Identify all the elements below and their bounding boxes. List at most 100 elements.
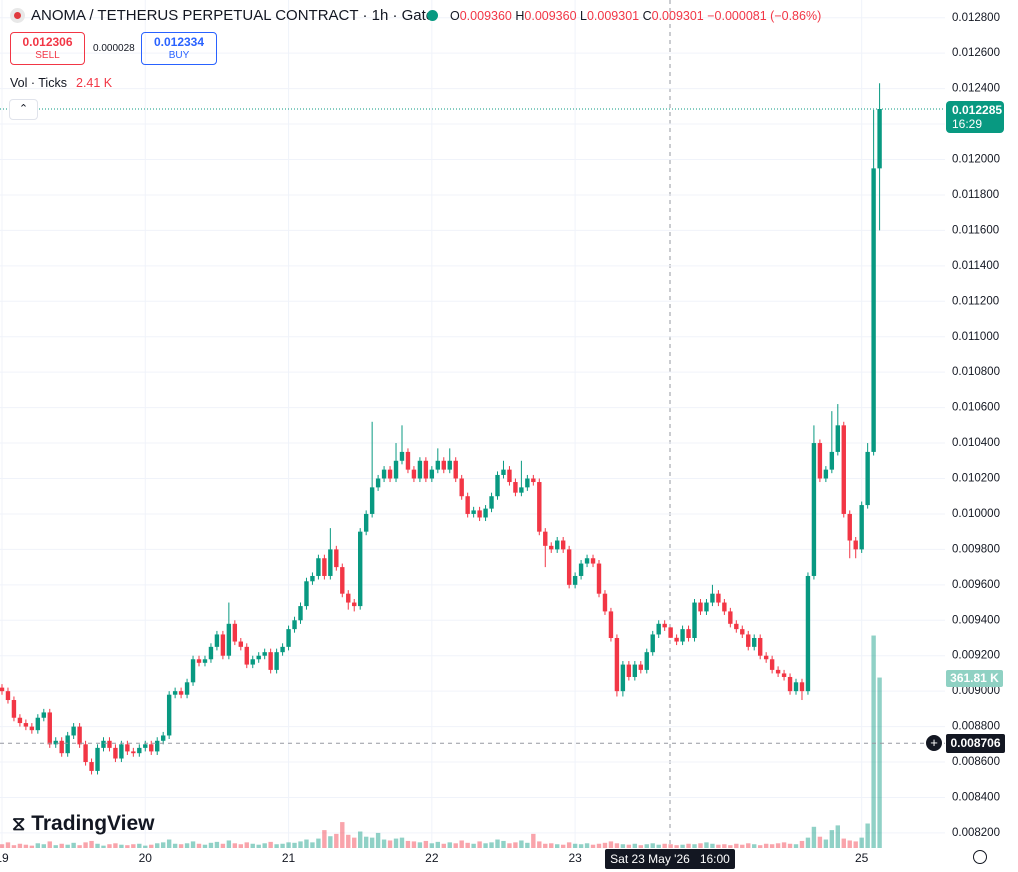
volume-bar: [787, 843, 793, 848]
volume-bar: [668, 844, 673, 848]
volume-bar: [650, 843, 655, 848]
volume-bar: [835, 825, 840, 848]
volume-bar: [23, 844, 29, 848]
candle-body: [704, 602, 709, 612]
last-price: 0.012285: [952, 102, 1003, 117]
volume-bar: [572, 843, 578, 848]
candle-body: [525, 478, 530, 488]
volume-bar: [178, 844, 184, 848]
volume-bar: [722, 844, 727, 848]
y-tick-label: 0.009600: [952, 579, 1000, 591]
volume-bar: [710, 843, 715, 848]
y-tick-label: 0.011000: [952, 331, 999, 343]
candle-body: [501, 469, 506, 475]
candle-body: [608, 611, 614, 638]
volume-bar: [775, 843, 781, 848]
volume-bar: [614, 843, 620, 848]
volume-bar: [602, 842, 608, 848]
candle-body: [763, 655, 769, 660]
volume-bar: [17, 843, 23, 848]
volume-bar: [89, 840, 94, 848]
candle-body: [334, 549, 339, 568]
candle-body: [196, 659, 202, 663]
volume-bar: [620, 844, 626, 848]
candle-body: [453, 460, 458, 479]
candle-body: [519, 487, 524, 493]
candle-body: [447, 460, 452, 470]
volume-bar: [752, 844, 757, 848]
volume-bar: [280, 843, 285, 848]
volume-bar: [698, 843, 703, 848]
volume-bar: [728, 845, 733, 848]
candle-body: [495, 474, 500, 497]
candle-body: [304, 581, 309, 607]
candle-body: [549, 545, 554, 550]
candle-body: [125, 744, 130, 752]
candle-body: [793, 682, 799, 692]
candle-body: [184, 682, 190, 695]
crosshair-time: 16:00: [699, 852, 730, 866]
volume-bar: [429, 843, 435, 848]
candle-body: [555, 540, 560, 550]
candle-body: [298, 606, 303, 621]
volume-bar: [435, 841, 441, 848]
volume-bar: [292, 842, 297, 848]
candle-body: [835, 425, 840, 452]
volume-title: Vol · Ticks: [10, 76, 67, 90]
volume-bar: [871, 635, 876, 848]
buy-price: 0.012334: [153, 35, 205, 49]
add-alert-button[interactable]: +: [925, 734, 943, 753]
candle-body: [369, 487, 375, 514]
collapse-button[interactable]: ⌃: [9, 99, 38, 120]
candle-body: [166, 694, 172, 736]
settings-button[interactable]: [973, 850, 987, 864]
volume-bar: [626, 844, 632, 848]
volume-bar: [513, 842, 518, 848]
volume-bar: [316, 838, 321, 848]
volume-bar: [214, 841, 220, 848]
volume-bar: [304, 839, 309, 848]
candle-body: [178, 691, 184, 695]
volume-bar: [340, 822, 345, 848]
candle-body: [47, 712, 52, 745]
volume-value: 2.41 K: [76, 76, 113, 90]
candle-body: [614, 637, 620, 692]
candle-body: [423, 460, 429, 479]
volume-bar: [465, 842, 470, 848]
y-tick-label: 0.008400: [952, 792, 1000, 804]
volume-bar: [823, 839, 829, 848]
volume-bar: [143, 845, 148, 848]
y-tick-label: 0.011400: [952, 260, 999, 272]
countdown: 16:29: [952, 116, 983, 131]
candle-body: [572, 575, 578, 585]
ohlc-value: 0.009301: [651, 9, 704, 23]
ohlc-value: 0.009360: [524, 9, 577, 23]
volume-bar: [322, 830, 327, 848]
candle-body: [77, 726, 82, 745]
volume-bar: [393, 838, 399, 848]
market-status[interactable]: [427, 10, 438, 21]
candle-body: [656, 623, 661, 635]
candle-body: [23, 723, 29, 727]
volume-bar: [549, 843, 554, 848]
y-tick-label: 0.010000: [952, 508, 1000, 520]
x-tick-label: 20: [139, 851, 153, 865]
candle-body: [513, 482, 518, 493]
candle-body: [274, 652, 279, 670]
volume-last-label: 361.81 K: [946, 669, 1003, 687]
volume-bar: [131, 844, 136, 848]
volume-bar: [793, 844, 799, 848]
candle-body: [268, 652, 273, 670]
volume-bar: [555, 844, 560, 848]
buy-button[interactable]: 0.012334 BUY: [141, 32, 217, 65]
y-tick-label: 0.012800: [952, 12, 1000, 24]
volume-bar: [232, 843, 238, 848]
volume-bar: [405, 840, 411, 848]
sell-button[interactable]: 0.012306 SELL: [10, 32, 85, 65]
candle-body: [5, 691, 11, 701]
candle-body: [29, 726, 35, 731]
symbol-title[interactable]: ANOMA / TETHERUS PERPETUAL CONTRACT · 1h…: [31, 7, 435, 24]
volume-bar: [250, 843, 255, 848]
volume-bar: [829, 830, 835, 848]
candle-body: [638, 664, 643, 670]
